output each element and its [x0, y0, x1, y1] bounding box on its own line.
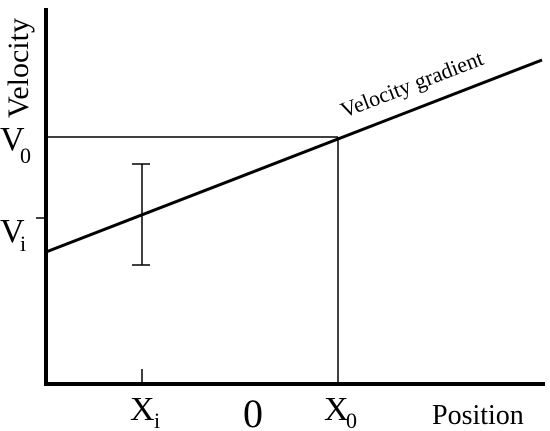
origin-zero-label: 0 [243, 391, 263, 431]
x0-label: X 0 [324, 391, 357, 431]
xi-label: X i [130, 391, 160, 431]
y-axis-label: Velocity [2, 18, 35, 118]
error-bar [132, 163, 150, 266]
svg-text:0: 0 [20, 143, 31, 168]
svg-text:i: i [154, 408, 160, 431]
svg-text:X: X [324, 391, 349, 428]
v0-label: V 0 [0, 121, 31, 168]
velocity-gradient-line [45, 58, 543, 254]
svg-text:0: 0 [346, 408, 357, 431]
svg-text:V: V [0, 213, 25, 250]
vi-label: V i [0, 213, 26, 256]
svg-text:X: X [130, 391, 155, 428]
x-axis-label: Position [432, 400, 524, 431]
svg-text:V: V [0, 121, 25, 158]
svg-text:i: i [20, 231, 26, 256]
